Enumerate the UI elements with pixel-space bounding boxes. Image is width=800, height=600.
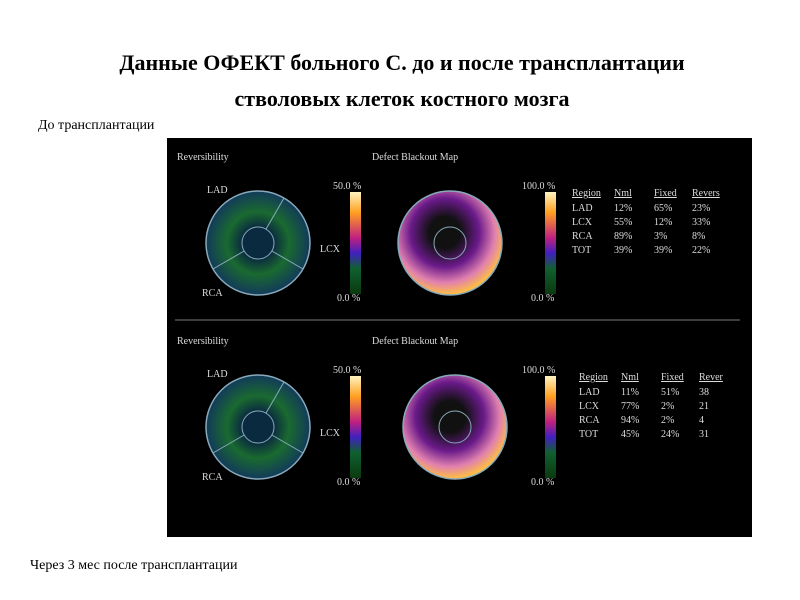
table-cell: 24% <box>661 429 679 440</box>
panel-title: Defect Blackout Map <box>372 152 458 163</box>
segment-line <box>265 381 285 414</box>
scale-label: 0.0 % <box>531 477 554 488</box>
table-cell: 22% <box>692 245 710 256</box>
table-cell: 45% <box>621 429 639 440</box>
segment-line <box>212 434 245 454</box>
scale-label: 0.0 % <box>531 293 554 304</box>
region-label: LAD <box>207 369 228 380</box>
table-cell: RCA <box>572 231 593 242</box>
table-cell: 33% <box>692 217 710 228</box>
table-cell: 55% <box>614 217 632 228</box>
polar-map <box>205 374 311 480</box>
blackout-map <box>397 190 503 296</box>
polar-map <box>205 190 311 296</box>
table-cell: 8% <box>692 231 705 242</box>
color-bar <box>545 192 556 294</box>
region-label: LCX <box>320 244 341 255</box>
table-cell: LAD <box>572 203 593 214</box>
table-cell: 31 <box>699 429 709 440</box>
label-after: Через 3 мес после трансплантации <box>30 558 238 573</box>
table-cell: TOT <box>579 429 598 440</box>
blackout-map-inner <box>438 410 472 444</box>
table-header: Region <box>579 372 608 383</box>
blackout-map <box>402 374 508 480</box>
panel-title: Reversibility <box>177 336 229 347</box>
table-cell: 3% <box>654 231 667 242</box>
label-before: До трансплантации <box>38 118 155 133</box>
color-bar <box>350 376 361 478</box>
table-cell: RCA <box>579 415 600 426</box>
table-header: Nml <box>621 372 639 383</box>
color-bar <box>350 192 361 294</box>
table-cell: LAD <box>579 387 600 398</box>
region-label: RCA <box>202 288 223 299</box>
region-label: RCA <box>202 472 223 483</box>
table-cell: 11% <box>621 387 639 398</box>
title-line: стволовых клеток костного мозга <box>235 86 570 111</box>
table-cell: 39% <box>654 245 672 256</box>
table-cell: LCX <box>572 217 593 228</box>
table-header: Nml <box>614 188 632 199</box>
scale-label: 0.0 % <box>337 477 360 488</box>
panel-title: Reversibility <box>177 152 229 163</box>
scale-label: 100.0 % <box>522 181 555 192</box>
table-cell: 89% <box>614 231 632 242</box>
table-header: Rever <box>699 372 724 383</box>
table-header: Fixed <box>654 188 677 199</box>
table-cell: 4 <box>699 415 704 426</box>
table-header: Revers <box>692 188 720 199</box>
segment-line <box>271 250 304 270</box>
segment-line <box>265 197 285 230</box>
segment-line <box>212 250 245 270</box>
panel-title: Defect Blackout Map <box>372 336 458 347</box>
polar-map-inner <box>241 226 275 260</box>
table-header: Fixed <box>661 372 684 383</box>
table-cell: 23% <box>692 203 710 214</box>
table-cell: 77% <box>621 401 639 412</box>
table-cell: 12% <box>654 217 672 228</box>
table-cell: 51% <box>661 387 679 398</box>
table-cell: 38 <box>699 387 709 398</box>
table-cell: 21 <box>699 401 709 412</box>
table-cell: TOT <box>572 245 591 256</box>
region-label: LCX <box>320 428 341 439</box>
table-cell: 94% <box>621 415 639 426</box>
blackout-map-inner <box>433 226 467 260</box>
scale-label: 100.0 % <box>522 365 555 376</box>
polar-map-inner <box>241 410 275 444</box>
color-bar <box>545 376 556 478</box>
table-cell: 39% <box>614 245 632 256</box>
panels: Reversibility Defect Blackout Map LAD LCX RC… <box>177 152 724 488</box>
table-header: Region <box>572 188 601 199</box>
table-cell: 2% <box>661 415 674 426</box>
title-line: Данные ОФЕКТ больного С. до и после тран… <box>119 50 685 75</box>
table-cell: 12% <box>614 203 632 214</box>
table-cell: 65% <box>654 203 672 214</box>
table-cell: LCX <box>579 401 600 412</box>
segment-line <box>271 434 304 454</box>
scale-label: 0.0 % <box>337 293 360 304</box>
scale-label: 50.0 % <box>333 181 361 192</box>
table-cell: 2% <box>661 401 674 412</box>
scale-label: 50.0 % <box>333 365 361 376</box>
region-label: LAD <box>207 185 228 196</box>
